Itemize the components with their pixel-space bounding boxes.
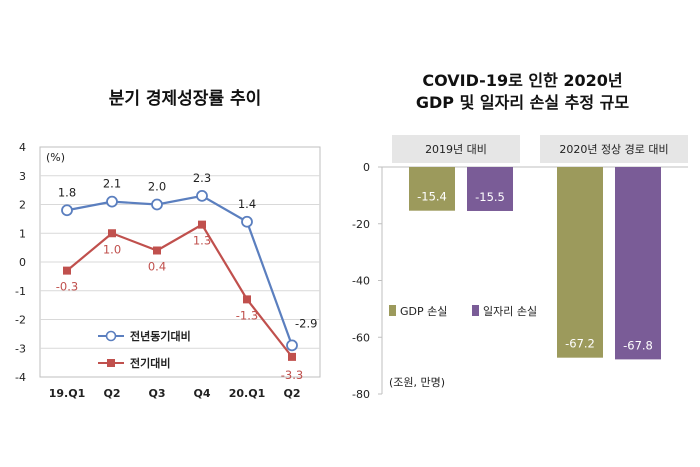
legend-label-yoy: 전년동기대비 [130, 329, 191, 343]
data-label-qoq: 1.0 [103, 242, 121, 256]
data-label-yoy: 2.3 [193, 171, 211, 185]
data-point-qoq [288, 352, 296, 361]
y-tick-label: 2 [19, 199, 26, 212]
data-point-yoy [106, 195, 118, 208]
unit-label: (조원, 만명) [389, 376, 445, 389]
x-tick-label: Q2 [283, 387, 300, 400]
data-label-yoy: 1.4 [238, 197, 256, 211]
y-tick-label: 0 [19, 256, 26, 269]
data-label-yoy: -2.9 [295, 316, 317, 330]
data-label-yoy: 1.8 [58, 185, 76, 199]
legend-swatch-gdp [389, 305, 396, 316]
data-point-qoq [153, 246, 161, 255]
left-chart-title: 분기 경제성장률 추이 [108, 89, 262, 109]
data-label-qoq: -0.3 [56, 280, 78, 294]
group-header-label: 2019년 대비 [425, 143, 487, 156]
data-point-qoq [243, 295, 251, 304]
right-chart-title: COVID-19로 인한 2020년 GDP 및 일자리 손실 추정 규모 [355, 70, 690, 114]
y-tick-label: -60 [352, 331, 370, 344]
x-tick-label: Q4 [193, 387, 210, 400]
loss-estimate-bar-chart: 2019년 대비 2020년 정상 경로 대비 0 -20 -40 -60 -80 -15.4… [352, 135, 688, 401]
x-tick-label: Q3 [148, 387, 165, 400]
data-point-qoq [198, 220, 206, 229]
y-tick-label: -4 [15, 371, 26, 384]
group-header-band [540, 135, 688, 163]
data-label-jobs: -15.5 [475, 190, 505, 204]
data-label-gdp: -67.2 [565, 337, 595, 351]
data-label-qoq: -3.3 [281, 368, 303, 382]
group-header-band [392, 135, 520, 163]
y-tick-label: 0 [363, 161, 370, 174]
data-label-gdp: -15.4 [417, 190, 447, 204]
data-point-qoq [63, 266, 71, 275]
data-point-yoy [196, 189, 208, 202]
series-line-yoy [66, 194, 294, 346]
legend-label-jobs: 일자리 손실 [483, 304, 537, 318]
data-label-qoq: 1.3 [193, 234, 211, 248]
y-tick-label: 3 [19, 170, 26, 183]
data-label-jobs: -67.8 [623, 338, 653, 352]
y-tick-label: 1 [19, 227, 26, 240]
y-tick-label: -40 [352, 275, 370, 288]
x-tick-label: 19.Q1 [49, 387, 86, 400]
data-label-qoq: -1.3 [236, 308, 258, 322]
legend-label-qoq: 전기대비 [130, 356, 170, 370]
data-label-yoy: 2.1 [103, 177, 121, 191]
data-label-yoy: 2.0 [148, 180, 166, 194]
right-chart-title-line1: COVID-19로 인한 2020년 [422, 71, 623, 90]
series-line-qoq [66, 223, 293, 358]
y-tick-label: -2 [15, 314, 26, 327]
legend-marker-yoy [105, 330, 117, 342]
x-tick-label: Q2 [103, 387, 120, 400]
legend-marker-qoq [107, 359, 115, 367]
data-point-yoy [61, 204, 73, 217]
x-tick-label: 20.Q1 [229, 387, 266, 400]
bar-job-loss [467, 167, 513, 211]
data-point-yoy [286, 339, 298, 352]
legend-label-gdp: GDP 손실 [400, 305, 447, 318]
right-chart-title-line2: GDP 및 일자리 손실 추정 규모 [415, 93, 630, 112]
bar-job-loss [615, 167, 661, 360]
bar-gdp-loss [557, 167, 603, 358]
data-label-qoq: 0.4 [148, 260, 166, 274]
growth-rate-line-chart: 4 3 2 1 0 -1 -2 -3 -4 (%) 19.Q1 Q2 Q3 Q4 20.Q1 Q2 1.8 2.1… [15, 141, 321, 400]
unit-label: (%) [46, 151, 65, 164]
data-point-qoq [108, 229, 116, 238]
y-tick-label: 4 [19, 141, 26, 154]
y-tick-label: -80 [352, 388, 370, 401]
y-tick-label: -20 [352, 218, 370, 231]
data-point-yoy [151, 198, 163, 211]
y-tick-label: -1 [15, 285, 26, 298]
group-header-label: 2020년 정상 경로 대비 [559, 143, 668, 156]
y-tick-label: -3 [15, 342, 26, 355]
bar-gdp-loss [409, 167, 455, 211]
data-point-yoy [241, 215, 253, 228]
legend-swatch-jobs [472, 305, 479, 316]
